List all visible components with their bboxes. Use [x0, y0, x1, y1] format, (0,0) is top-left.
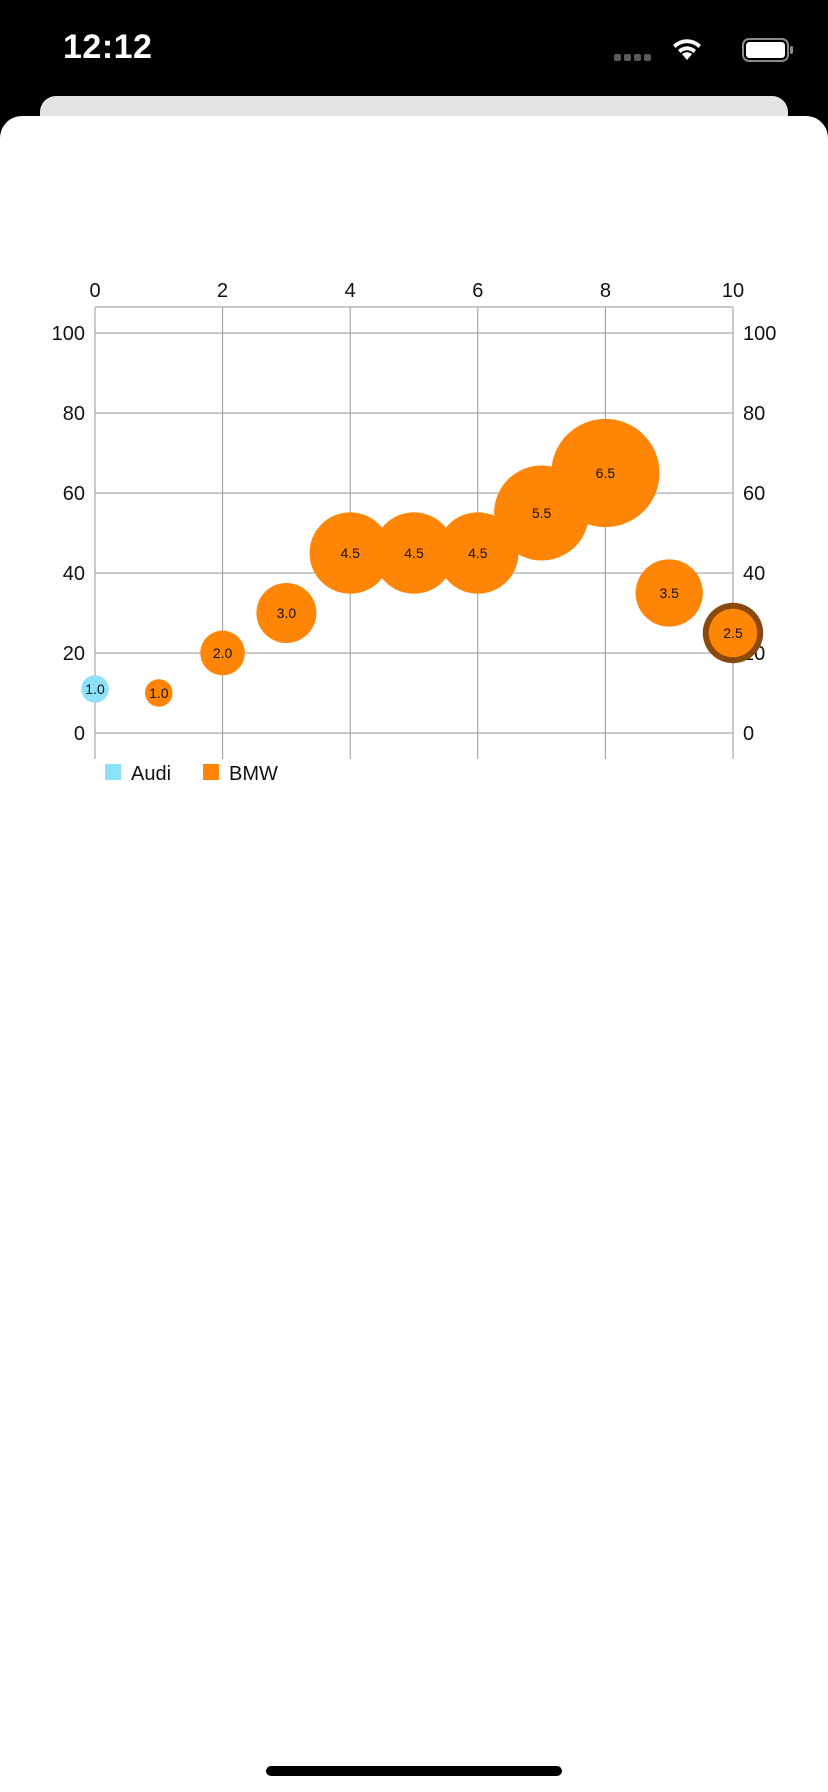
x-axis-tick-label: 0 — [89, 280, 100, 302]
bubble-point — [256, 583, 317, 643]
x-axis-tick-label: 10 — [722, 280, 744, 302]
y-axis-left-tick-label: 40 — [63, 563, 85, 585]
y-axis-left-tick-label: 60 — [63, 483, 85, 505]
y-axis-right-tick-label: 80 — [743, 403, 765, 425]
x-axis-tick-label: 4 — [345, 280, 356, 302]
battery-icon — [742, 38, 793, 62]
y-axis-right-tick-label: 60 — [743, 483, 765, 505]
wifi-icon — [673, 39, 701, 60]
home-indicator — [266, 1766, 562, 1776]
bubble-point — [200, 630, 245, 676]
chart-legend: Audi BMW — [105, 763, 278, 785]
y-axis-right-tick-label: 100 — [743, 323, 776, 345]
y-axis-left-tick-label: 20 — [63, 643, 85, 665]
y-axis-left-tick-label: 80 — [63, 403, 85, 425]
bubble-point — [309, 512, 391, 594]
signal-icon — [614, 54, 654, 64]
x-axis-tick-label: 8 — [600, 280, 611, 302]
status-icons — [594, 36, 794, 64]
status-time: 12:12 — [63, 28, 153, 66]
x-axis-tick-label: 6 — [472, 280, 483, 302]
bubble-chart[interactable]: 0246810002020404060608080100100 1.01.02.… — [0, 0, 828, 800]
chart-bubbles: 1.0 1.0 2.0 3.0 4.5 4.5 4.5 5.5 6.5 3.5 2.5 — [81, 418, 764, 707]
bubble-point — [635, 559, 703, 627]
bubble-point — [437, 512, 519, 594]
bubble-data-label: 5.5 — [532, 505, 552, 521]
y-axis-left-tick-label: 100 — [52, 323, 85, 345]
y-axis-right-tick-label: 40 — [743, 563, 765, 585]
legend-swatch — [105, 764, 121, 780]
x-axis-tick-label: 2 — [217, 280, 228, 302]
bubble-point — [708, 608, 758, 658]
bubble-data-label: 4.5 — [468, 545, 488, 561]
status-bar: 12:12 — [0, 0, 828, 96]
bubble-data-label: 6.5 — [596, 465, 616, 481]
bubble-data-label: 2.0 — [213, 645, 233, 661]
legend-label: Audi — [131, 763, 171, 785]
y-axis-right-tick-label: 0 — [743, 723, 754, 745]
chart-axes: 0246810002020404060608080100100 — [52, 280, 777, 745]
bubble-data-label: 3.0 — [277, 605, 297, 621]
bubble-data-label: 2.5 — [723, 625, 743, 641]
bubble-point — [145, 679, 173, 707]
bubble-data-label: 4.5 — [340, 545, 360, 561]
bubble-data-label: 3.5 — [659, 585, 679, 601]
legend-label: BMW — [229, 763, 278, 785]
y-axis-left-tick-label: 0 — [74, 723, 85, 745]
chart-grid — [94, 306, 734, 759]
legend-swatch — [203, 764, 219, 780]
bubble-data-label: 4.5 — [404, 545, 424, 561]
bubble-data-label: 1.0 — [149, 685, 169, 701]
bubble-point — [551, 418, 660, 528]
modal-sheet — [0, 116, 828, 1792]
bubble-point — [373, 512, 455, 594]
bubble-point — [81, 675, 109, 703]
bubble-data-label: 1.0 — [85, 681, 105, 697]
